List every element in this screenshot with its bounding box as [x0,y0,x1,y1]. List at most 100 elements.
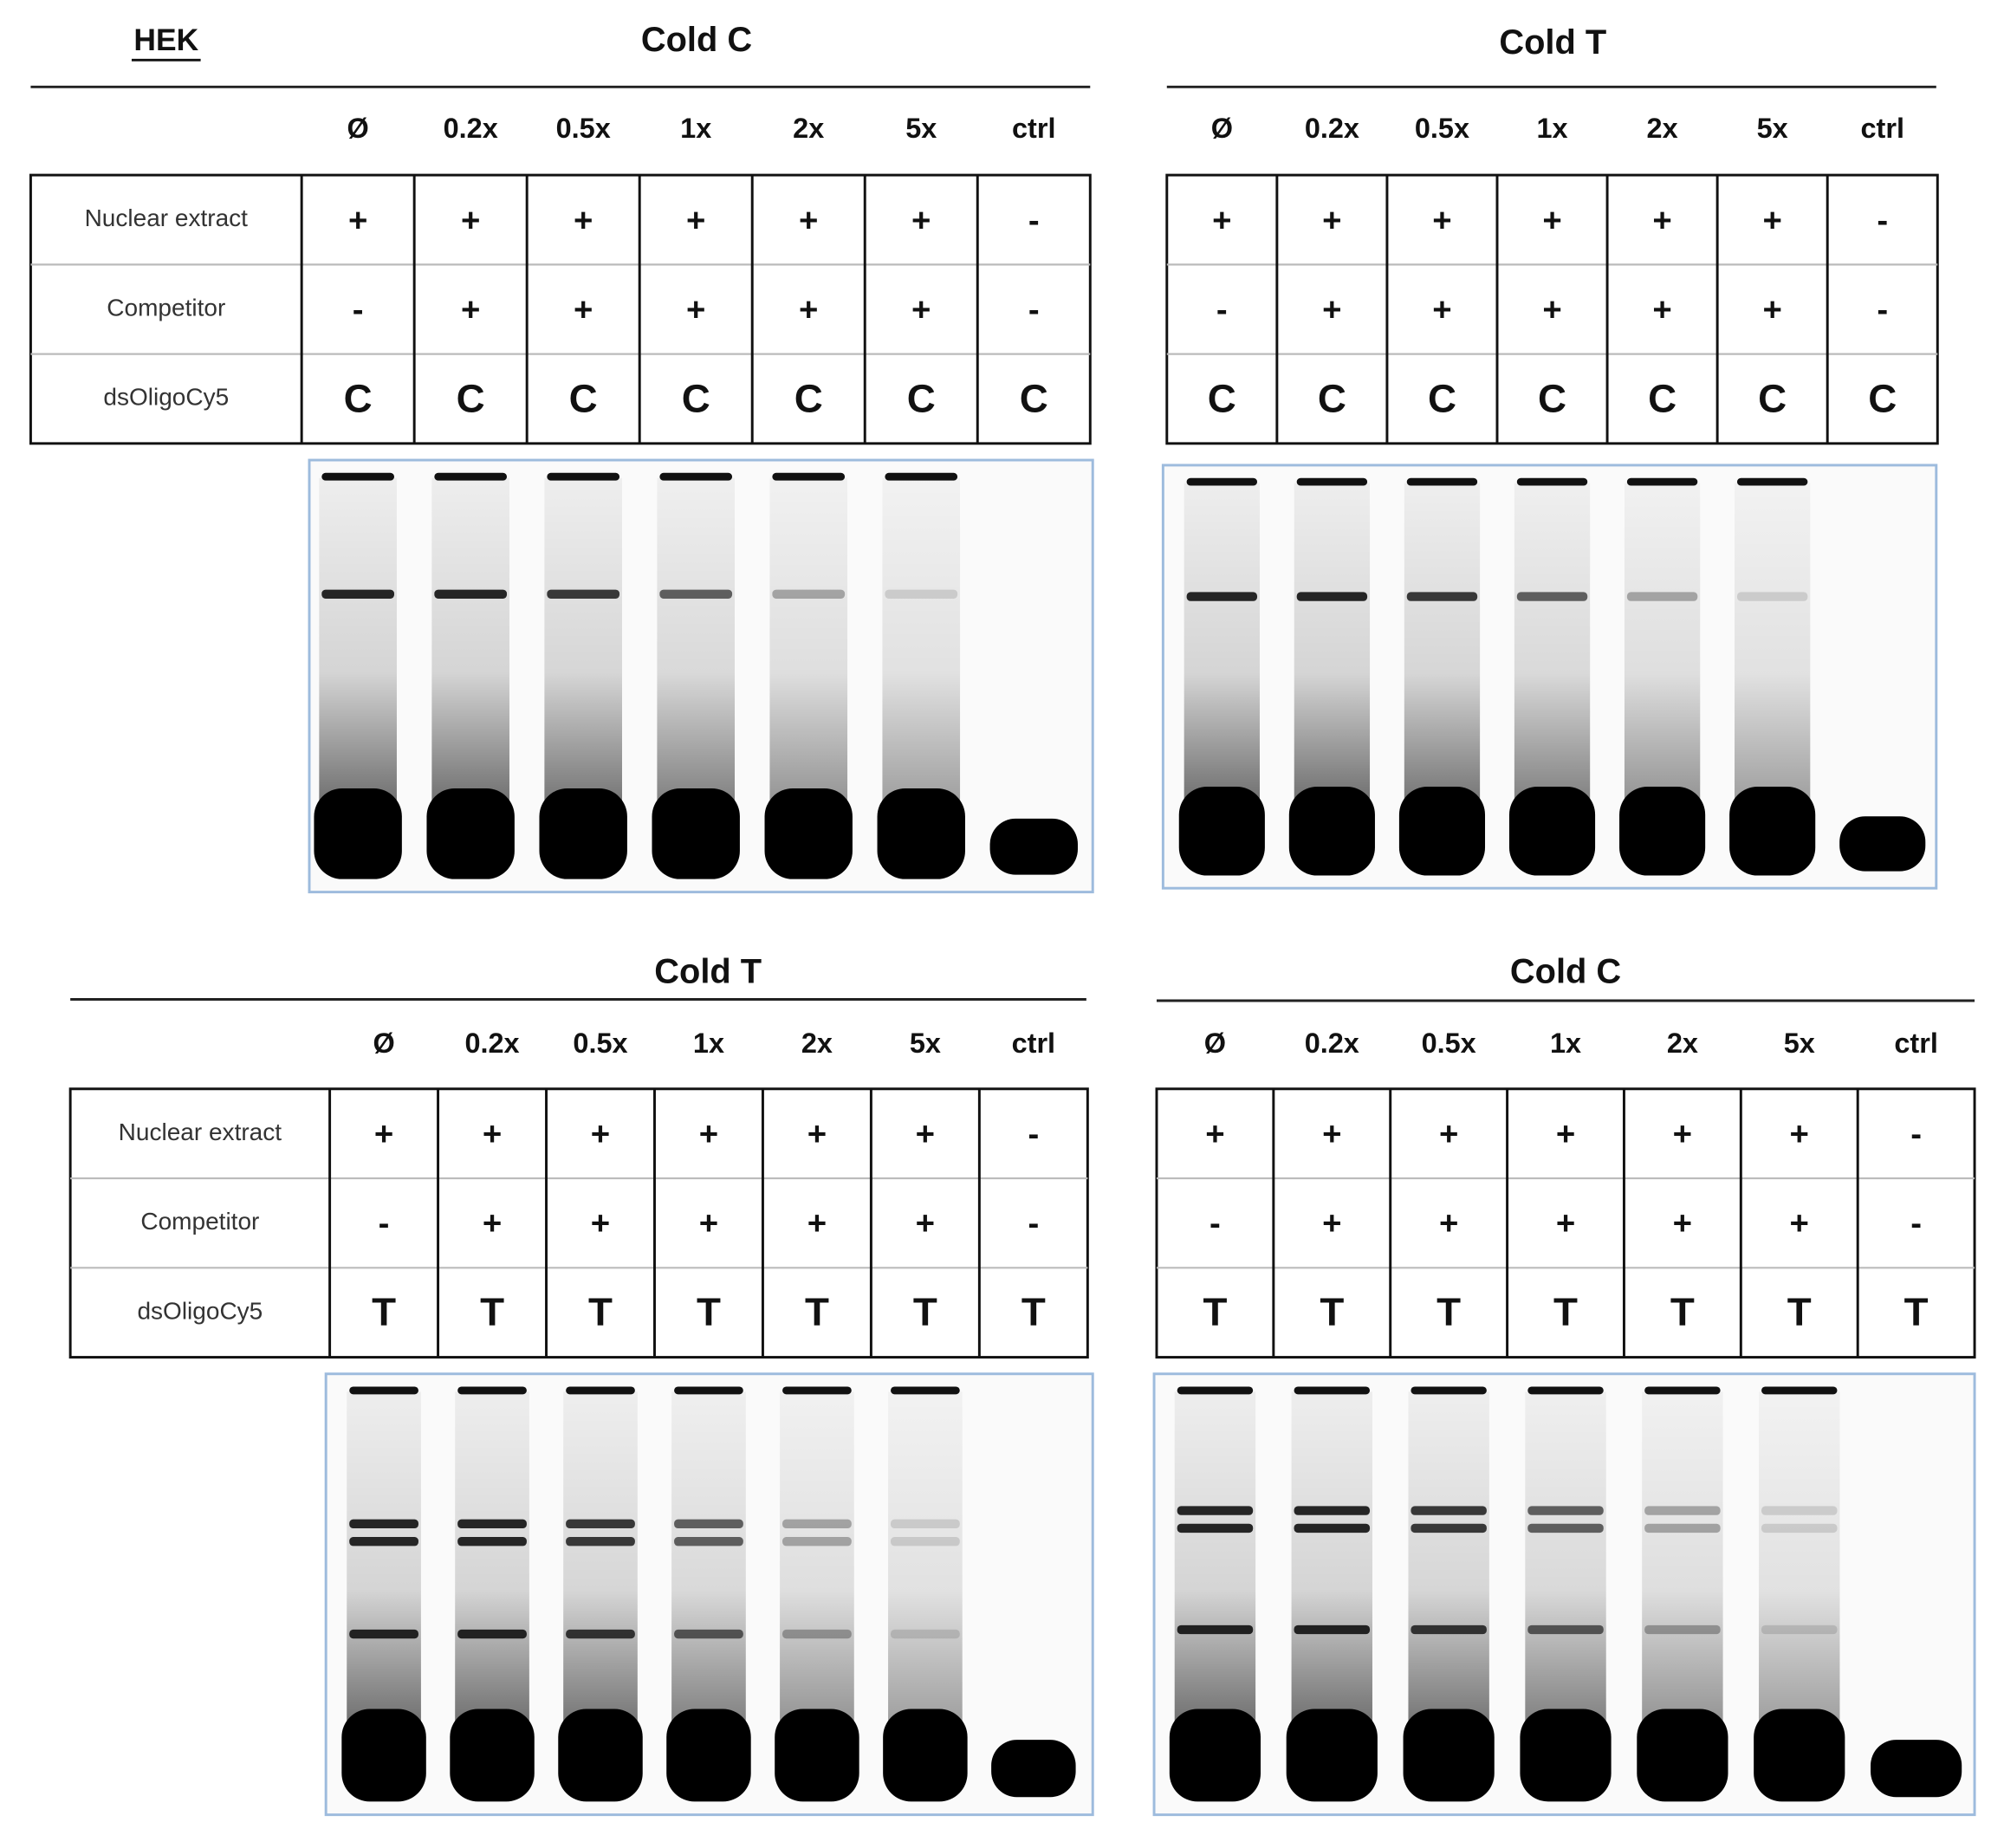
gel-band [659,589,733,599]
gel-band [434,589,508,599]
gel-well [1177,1386,1254,1395]
cell: + [916,1115,935,1152]
gel-well [885,472,958,481]
cell: C [1020,376,1048,420]
gel-smear [347,1391,421,1723]
gel-well [782,1386,852,1395]
gel-smear [1759,1391,1840,1723]
lane-label: 5x [1757,113,1788,144]
gel-smear [431,477,509,802]
gel-well [1186,477,1258,486]
cell: C [457,376,485,420]
gel-band [772,589,846,599]
gel-smear [319,477,397,802]
gel-band [674,1519,743,1529]
lane-label: 0.2x [1305,113,1359,144]
gel-well [1644,1386,1721,1395]
gel-well [1527,1386,1604,1395]
gel-band [1177,1624,1254,1635]
cell: + [911,202,931,239]
gel-band [1527,1523,1604,1534]
row-label: Competitor [140,1208,259,1235]
gel-band [1406,592,1478,601]
panel-title: Cold C [1510,953,1621,991]
gel-band [1644,1523,1721,1534]
gel-blob [450,1709,535,1802]
cell: C [1428,376,1456,420]
gel-smear [1404,483,1481,801]
cell: + [1673,1115,1692,1152]
cell: C [1538,376,1566,420]
cell: T [1670,1290,1695,1334]
cell: T [1904,1290,1929,1334]
cell: C [1758,376,1787,420]
cell: C [907,376,936,420]
lane-label: 0.5x [556,113,611,144]
gel-blob [775,1709,859,1802]
gel-well [547,472,620,481]
gel-band [1294,1506,1371,1515]
cell: + [1762,202,1781,239]
gel-smear [1525,1391,1606,1723]
cell: C [344,376,373,420]
cell: T [372,1290,396,1334]
cell: + [1432,202,1451,239]
gel-well [1294,1386,1371,1395]
gel-band [349,1519,418,1529]
gel-smear [671,1391,746,1723]
gel-band [1186,592,1258,601]
gel-smear [1291,1391,1372,1723]
gel-band [1411,1624,1487,1635]
cell: - [1210,1205,1221,1242]
cell: + [1432,291,1451,328]
gel-blob [1169,1709,1261,1802]
cell: C [1208,376,1236,420]
lane-label: Ø [373,1028,394,1059]
gel-blob [539,788,627,879]
gel-band [349,1629,418,1639]
gel-band [782,1629,852,1639]
lane-label: 2x [1647,113,1678,144]
cell: T [1437,1290,1461,1334]
gel-smear [888,1391,963,1723]
gel-band [1736,592,1808,601]
gel-blob [989,818,1078,875]
cell: + [1205,1115,1224,1152]
lane-label: ctrl [1860,113,1903,144]
gel-blob [1286,1709,1378,1802]
lane-label: ctrl [1012,1028,1055,1059]
gel-smear [882,477,961,802]
gel-band [674,1537,743,1546]
gel-band [1761,1523,1838,1534]
cell: C [794,376,823,420]
gel-band [1626,592,1698,601]
cell: - [1910,1205,1922,1242]
gel-band [547,589,620,599]
lane-label: 5x [1784,1028,1815,1059]
gel-band [1411,1523,1487,1534]
cell: + [1673,1205,1692,1242]
cell: + [1212,202,1231,239]
gel-blob [1398,787,1486,876]
cell: + [799,291,818,328]
gel-smear [1514,483,1591,801]
cell: + [1790,1115,1809,1152]
cell: + [699,1205,718,1242]
gel-band [1761,1624,1838,1635]
gel-well [566,1386,635,1395]
cell: + [1652,291,1671,328]
lane-label: 0.2x [1305,1028,1359,1059]
gel-band [566,1629,635,1639]
cell: + [374,1115,393,1152]
gel-band [1296,592,1368,601]
gel-well [1296,477,1368,486]
cell: C [682,376,710,420]
cell: + [591,1115,610,1152]
gel-band [891,1519,960,1529]
table-border [68,1087,1089,1359]
gel-well [1406,477,1478,486]
gel-blob [314,788,402,879]
lane-label: 0.2x [464,1028,519,1059]
gel-band [1411,1506,1487,1515]
gel-blob [652,788,740,879]
